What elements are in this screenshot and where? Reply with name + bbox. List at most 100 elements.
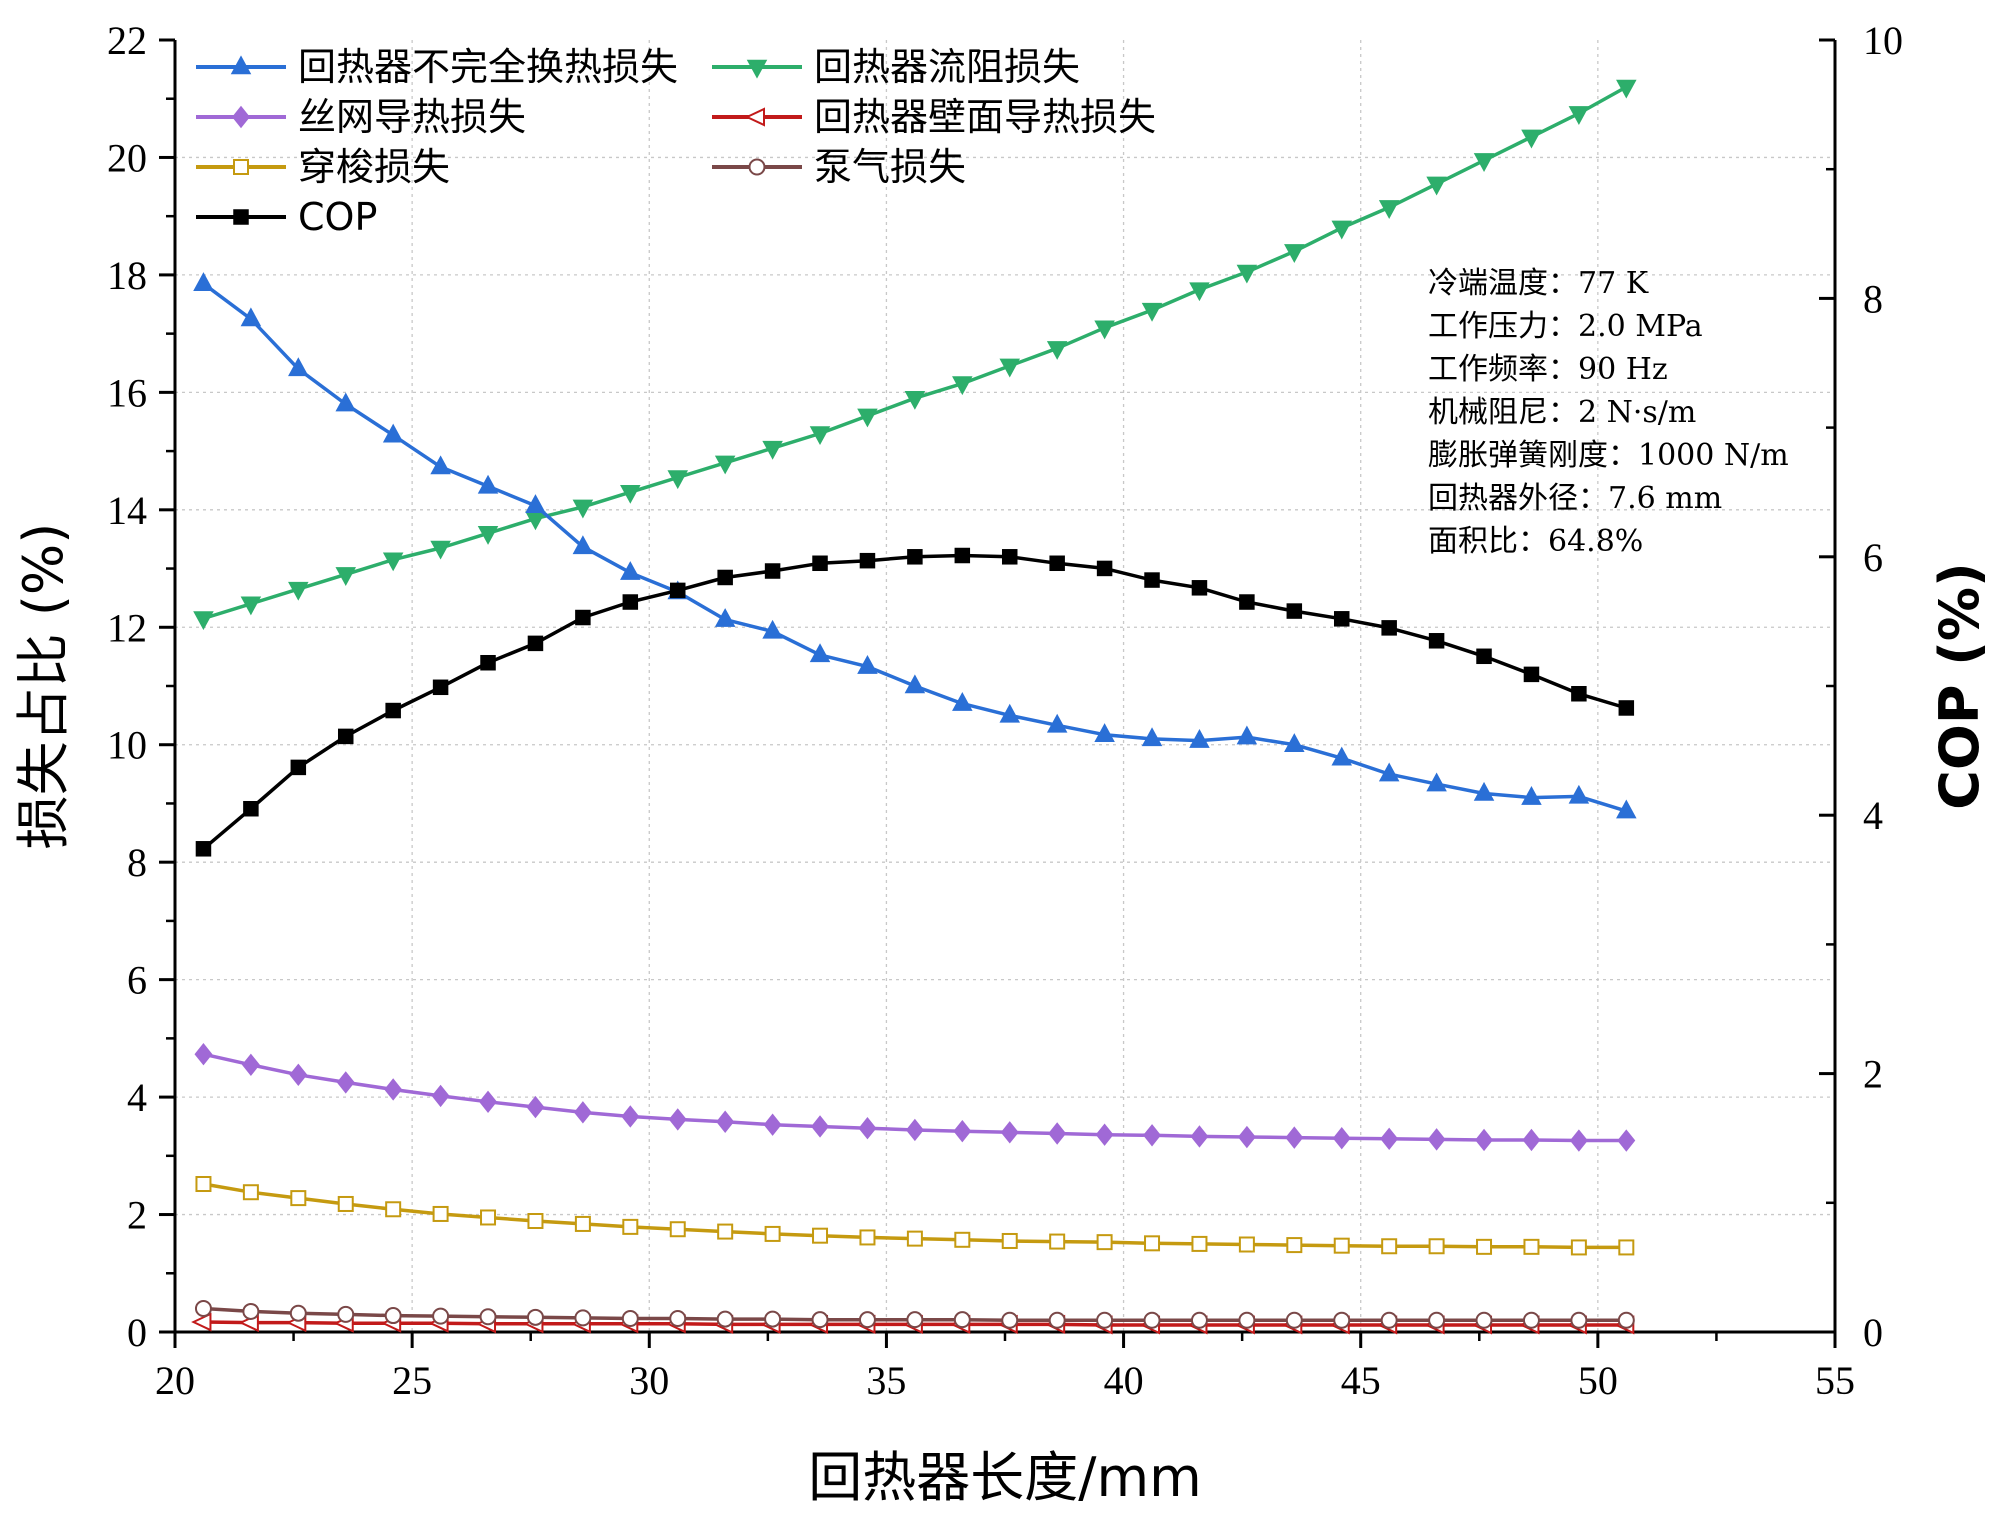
data-point: [1428, 633, 1445, 649]
y-left-tick-label: 6: [127, 958, 147, 1003]
x-tick-label: 40: [1104, 1358, 1144, 1403]
legend-marker: [233, 159, 249, 175]
data-point: [382, 552, 404, 572]
data-point: [953, 1311, 971, 1329]
data-point: [1333, 611, 1350, 627]
data-point: [858, 1311, 876, 1329]
data-point: [763, 1113, 782, 1136]
data-point: [1143, 1311, 1161, 1329]
data-point: [1095, 1123, 1114, 1146]
data-point: [1189, 282, 1210, 302]
data-point: [574, 1215, 591, 1232]
y-left-tick-label: 12: [107, 605, 147, 650]
data-point: [904, 390, 926, 410]
data-point: [195, 1176, 212, 1193]
data-point: [1378, 762, 1400, 782]
y-right-tick-label: 8: [1863, 276, 1883, 321]
data-point: [1001, 1311, 1019, 1329]
data-point: [1476, 1238, 1493, 1255]
data-point: [1617, 1129, 1636, 1152]
data-point: [479, 1308, 497, 1326]
legend-label: 回热器不完全换热损失: [298, 45, 678, 89]
data-point: [480, 654, 496, 671]
data-point: [526, 1095, 545, 1119]
data-point: [525, 494, 546, 513]
data-point: [1475, 1128, 1493, 1152]
x-tick-label: 50: [1578, 1358, 1618, 1403]
data-point: [621, 1105, 640, 1128]
data-point: [764, 1225, 781, 1242]
x-tick-label: 25: [392, 1358, 432, 1403]
series-1: [193, 272, 1637, 819]
data-point: [1427, 1128, 1446, 1151]
series-7: [195, 547, 1635, 857]
data-point: [620, 561, 641, 580]
data-point: [572, 535, 594, 555]
data-point: [1238, 1236, 1255, 1253]
data-point: [195, 841, 212, 857]
data-point: [193, 272, 214, 291]
data-point: [857, 408, 878, 428]
data-point: [952, 692, 973, 711]
data-point: [290, 1190, 307, 1207]
data-point: [1144, 572, 1160, 588]
y-left-tick-label: 20: [107, 135, 147, 180]
data-point: [243, 800, 259, 817]
axes: 20 25 30 35 40 45 50 55024681012141618202202468…: [12, 18, 1991, 1509]
data-point: [1285, 1311, 1303, 1329]
data-point: [1284, 733, 1305, 752]
data-point: [526, 1308, 544, 1326]
data-point: [812, 1227, 829, 1244]
legend-marker: [233, 209, 249, 225]
data-point: [907, 549, 923, 565]
legend-item: 回热器壁面导热损失: [712, 95, 1156, 139]
data-point: [430, 540, 451, 560]
data-point: [1141, 302, 1163, 322]
data-point: [335, 392, 357, 412]
y-left-tick-label: 16: [107, 370, 147, 415]
data-point: [764, 1310, 782, 1328]
data-point: [811, 1115, 829, 1138]
data-point: [717, 1223, 734, 1240]
legend-item: 穿梭损失: [196, 145, 450, 189]
data-point: [1428, 1311, 1446, 1329]
data-point: [288, 357, 309, 377]
y-right-tick-label: 4: [1863, 793, 1883, 838]
data-point: [288, 581, 309, 601]
data-point: [337, 728, 354, 745]
data-point: [811, 1311, 829, 1329]
y-left-tick-label: 8: [127, 840, 147, 885]
series-3: [194, 1043, 1636, 1152]
data-point: [1001, 549, 1018, 565]
data-point: [1570, 1311, 1588, 1329]
x-tick-label: 20: [155, 1358, 195, 1403]
data-point: [573, 1101, 592, 1124]
data-point: [1381, 620, 1397, 636]
data-point: [1473, 153, 1495, 172]
data-point: [337, 1305, 355, 1323]
data-point: [477, 526, 499, 545]
data-point: [1190, 1125, 1209, 1148]
data-point: [1000, 1121, 1019, 1144]
data-point: [1568, 784, 1590, 804]
legend-marker: [746, 59, 768, 79]
data-point: [432, 1205, 449, 1222]
data-point: [1523, 666, 1540, 683]
data-point: [1570, 1239, 1587, 1256]
annotation-line: 膨胀弹簧刚度：1000 N/m: [1428, 438, 1789, 473]
y-right-tick-label: 10: [1863, 18, 1903, 63]
data-point: [1426, 176, 1447, 196]
data-point: [527, 635, 544, 652]
data-point: [1617, 1311, 1635, 1329]
data-point: [1618, 700, 1635, 716]
data-point: [384, 1307, 402, 1325]
data-point: [1331, 220, 1353, 240]
data-point: [1285, 1126, 1304, 1149]
legend-marker: [232, 105, 250, 129]
annotation-line: 面积比：64.8%: [1428, 524, 1643, 559]
x-tick-label: 30: [629, 1358, 669, 1403]
data-point: [240, 596, 262, 616]
y-left-axis-title: 损失占比 (%): [12, 523, 75, 850]
data-point: [432, 679, 449, 696]
